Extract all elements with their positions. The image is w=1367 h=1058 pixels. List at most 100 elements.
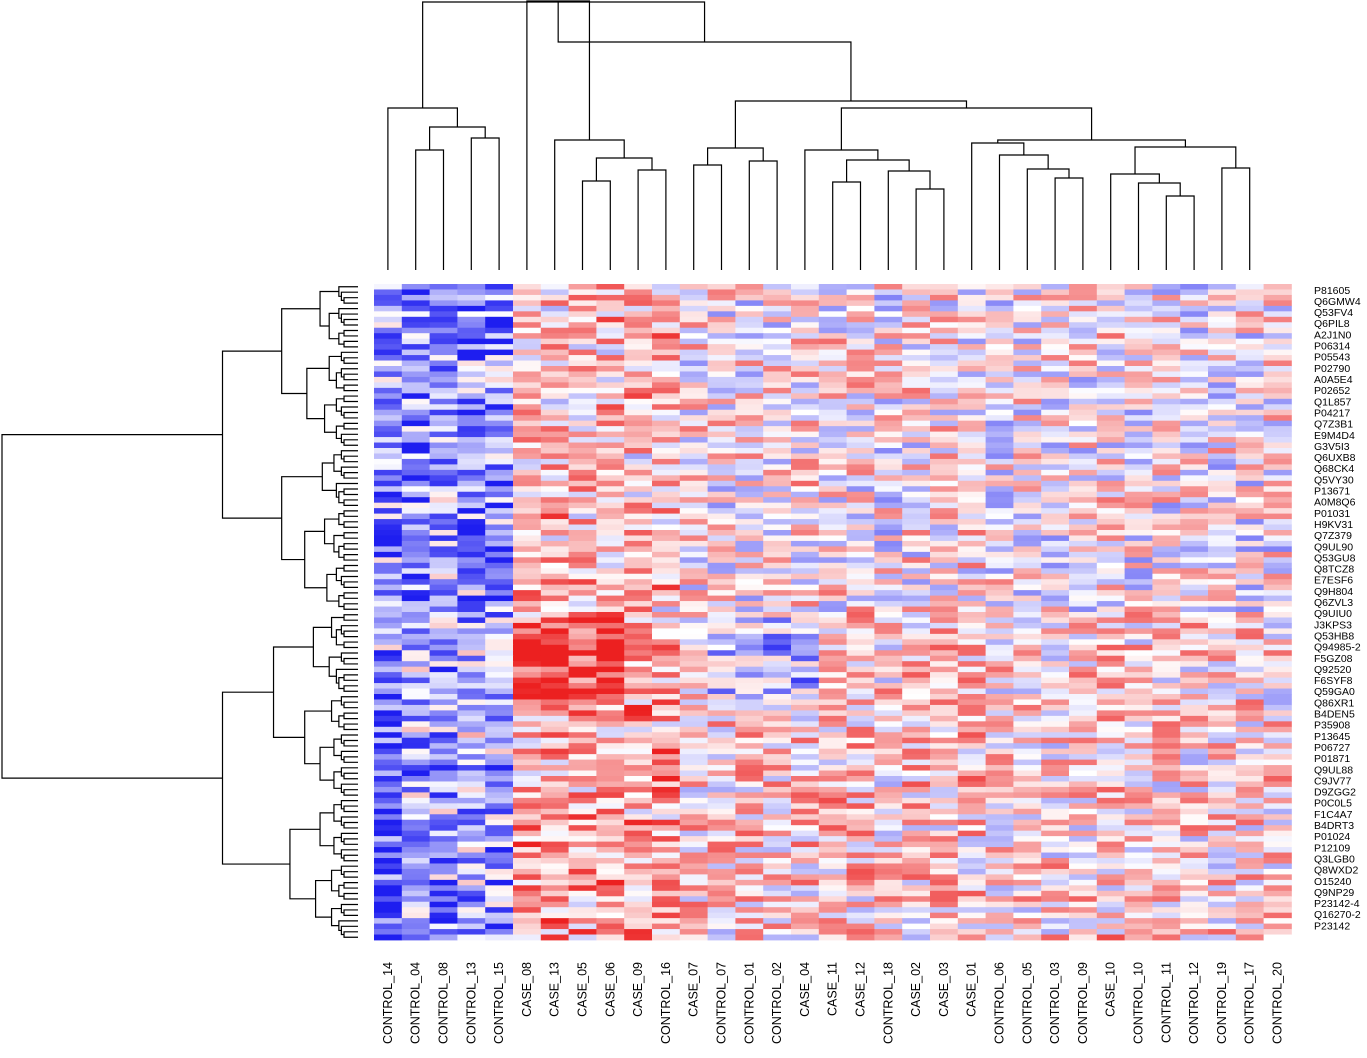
heatmap-cell (457, 683, 486, 689)
heatmap-cell (1096, 333, 1125, 340)
heatmap-cell (401, 759, 430, 766)
heatmap-cell (930, 475, 959, 482)
heatmap-cell (874, 491, 903, 498)
heatmap-cell (457, 590, 486, 596)
heatmap-cell (513, 535, 542, 542)
heatmap-cell (735, 300, 764, 307)
heatmap-cell (1152, 868, 1181, 875)
heatmap-cell (457, 912, 486, 919)
heatmap-cell (513, 355, 542, 361)
heatmap-cell (1041, 562, 1070, 569)
heatmap-cell (1263, 841, 1292, 848)
heatmap-cell (1124, 508, 1153, 514)
row-label: P13645 (1314, 731, 1350, 743)
heatmap-cell (874, 622, 903, 629)
heatmap-cell (1208, 409, 1237, 416)
heatmap-cell (1096, 355, 1125, 361)
heatmap-cell (429, 322, 458, 329)
heatmap-cell (652, 633, 681, 640)
heatmap-cell (707, 294, 736, 301)
row-label: P05543 (1314, 352, 1350, 364)
heatmap-cell (930, 677, 959, 684)
heatmap-cell (985, 781, 1014, 788)
heatmap-cell (957, 546, 986, 553)
heatmap-cell (401, 590, 430, 596)
heatmap-cell (707, 803, 736, 810)
heatmap-cell (1013, 606, 1042, 613)
heatmap-cell (596, 868, 625, 875)
heatmap-cell (596, 376, 625, 383)
heatmap-cell (902, 360, 931, 367)
heatmap-cell (679, 617, 708, 624)
heatmap-cell (874, 874, 903, 881)
heatmap-cell (874, 546, 903, 553)
heatmap-cell (513, 830, 542, 837)
heatmap-cell (957, 426, 986, 432)
heatmap-cell (930, 918, 959, 924)
heatmap-cell (902, 480, 931, 487)
heatmap-cell (513, 546, 542, 553)
heatmap-cell (457, 453, 486, 460)
heatmap-cell (624, 792, 653, 799)
heatmap-cell (1041, 349, 1070, 356)
heatmap-cell (818, 442, 847, 449)
heatmap-cell (985, 858, 1014, 864)
heatmap-cell (791, 661, 820, 668)
heatmap-cell (846, 781, 875, 788)
heatmap-cell (1041, 573, 1070, 580)
heatmap-cell (596, 934, 625, 941)
heatmap-cell (957, 513, 986, 520)
heatmap-cell (957, 896, 986, 903)
dendrogram-branch (335, 482, 358, 498)
heatmap-cell (763, 344, 792, 350)
heatmap-cell (652, 437, 681, 443)
heatmap-cell (457, 294, 486, 301)
heatmap-cell (485, 535, 514, 542)
heatmap-cell (485, 366, 514, 372)
heatmap-cell (1124, 874, 1153, 881)
heatmap-cell (401, 376, 430, 383)
heatmap-cell (1208, 387, 1237, 394)
heatmap-cell (652, 546, 681, 553)
heatmap-cell (1069, 704, 1098, 711)
heatmap-cell (1013, 344, 1042, 350)
heatmap-cell (652, 540, 681, 547)
heatmap-cell (735, 333, 764, 340)
heatmap-cell (874, 327, 903, 334)
heatmap-cell (930, 797, 959, 804)
heatmap-cell (540, 759, 569, 766)
heatmap-cell (846, 929, 875, 935)
heatmap-cell (985, 530, 1014, 536)
heatmap-cell (763, 453, 792, 460)
heatmap-cell (652, 376, 681, 383)
heatmap-cell (1096, 901, 1125, 908)
heatmap-cell (1263, 770, 1292, 777)
heatmap-cell (457, 606, 486, 613)
heatmap-cell (679, 901, 708, 908)
heatmap-cell (457, 617, 486, 624)
heatmap-cell (374, 387, 403, 394)
heatmap-cell (401, 863, 430, 870)
heatmap-cell (735, 923, 764, 930)
heatmap-cell (874, 704, 903, 711)
heatmap-cell (1263, 409, 1292, 416)
heatmap-cell (513, 885, 542, 892)
heatmap-cell (735, 929, 764, 935)
heatmap-cell (874, 349, 903, 356)
heatmap-cell (1124, 765, 1153, 771)
heatmap-cell (1096, 885, 1125, 892)
heatmap-cell (429, 825, 458, 832)
heatmap-cell (374, 415, 403, 422)
heatmap-cell (513, 458, 542, 465)
heatmap-cell (1124, 803, 1153, 810)
heatmap-cell (679, 344, 708, 350)
heatmap-cell (791, 519, 820, 525)
heatmap-cell (1263, 655, 1292, 662)
heatmap-cell (624, 519, 653, 525)
heatmap-cell (624, 901, 653, 908)
heatmap-cell (540, 568, 569, 575)
heatmap-cell (1041, 327, 1070, 334)
heatmap-cell (1041, 781, 1070, 788)
heatmap-cell (1180, 918, 1209, 924)
heatmap-cell (374, 792, 403, 799)
